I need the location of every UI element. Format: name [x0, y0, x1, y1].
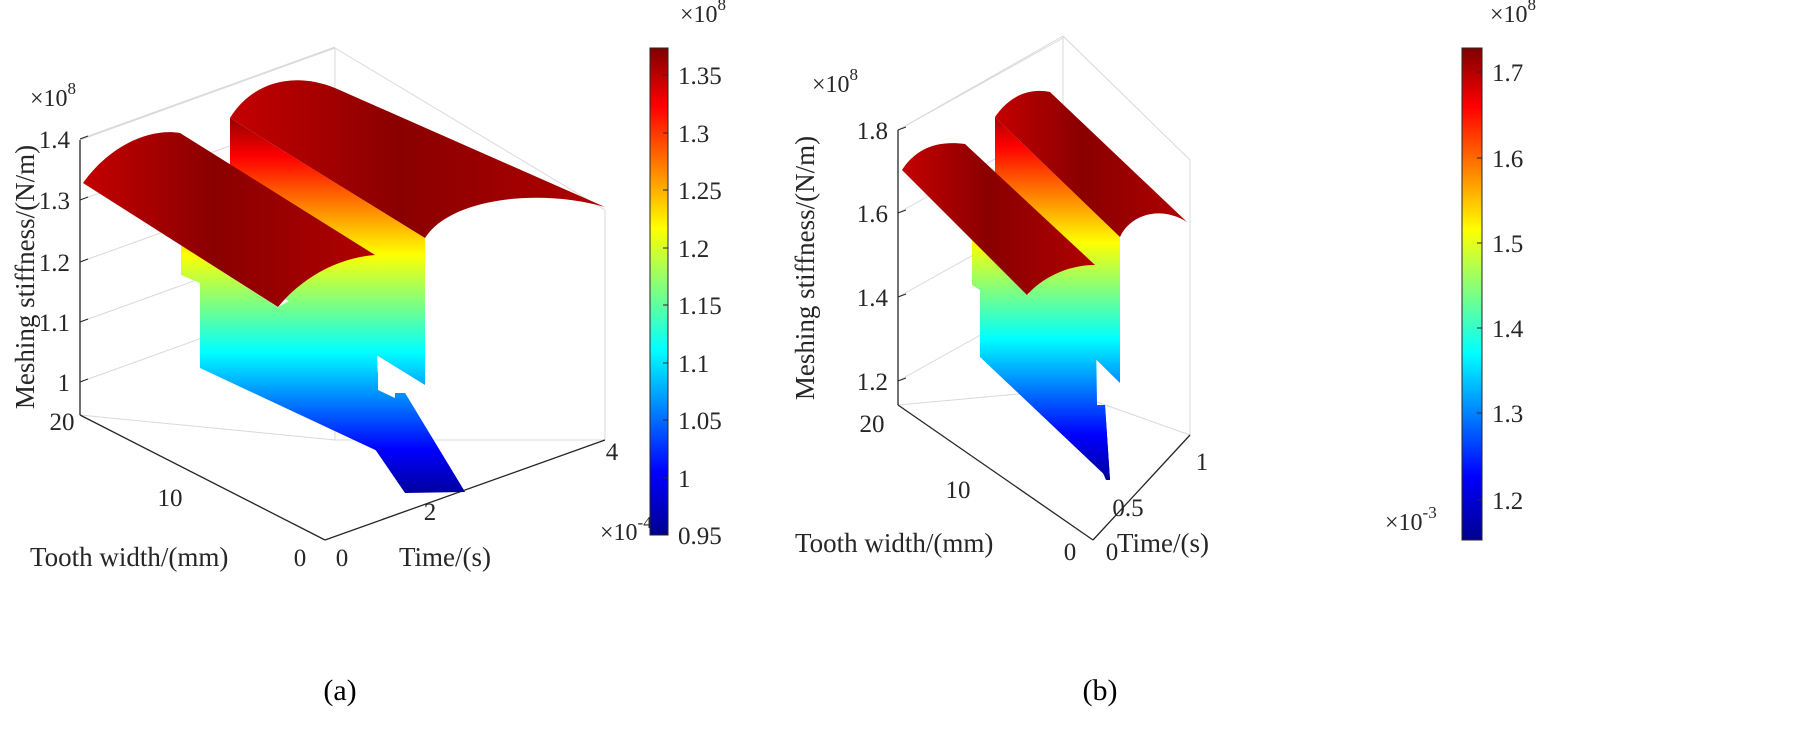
- colorbar-exponent-base: ×10: [680, 2, 718, 28]
- time-axis: [324, 439, 606, 541]
- time-exponent-power: -4: [638, 513, 653, 532]
- z-tick-mark: [897, 126, 907, 131]
- tooth2-top-surface: [995, 90, 1187, 238]
- z-exponent-power: 8: [68, 79, 77, 98]
- colorbar-tick-label: 1.05: [678, 408, 722, 435]
- subfigure-caption: (a): [323, 674, 356, 707]
- time-exponent-base: ×10: [600, 520, 638, 546]
- z-tick-label: 1.3: [39, 188, 70, 215]
- z-tick-label: 1.8: [857, 118, 888, 145]
- z-tick-mark: [79, 378, 89, 383]
- tooth1-end-face: [278, 255, 465, 493]
- colorbar-tick-label: 1.2: [678, 236, 709, 263]
- colorbar-tick-label: 1.5: [1492, 231, 1523, 258]
- colorbar-exponent: ×108: [680, 0, 726, 28]
- z-tick-label: 1: [58, 370, 71, 397]
- tooth1-top-surface: [902, 143, 1095, 295]
- z-axis-label: Meshing stiffness/(N/m): [790, 136, 820, 400]
- grid-line: [79, 414, 336, 441]
- grid-line: [1062, 35, 1191, 161]
- tooth1-end-face: [1027, 265, 1110, 480]
- z-tick-mark: [79, 196, 89, 201]
- time-tick-label: 1: [1196, 449, 1209, 476]
- time-axis-label: Time/(s): [1117, 528, 1209, 558]
- z-tick-mark: [897, 377, 907, 382]
- time-tick-label: 0: [336, 545, 349, 572]
- time-tick-label: 0.5: [1112, 495, 1143, 522]
- time-exponent-power: -3: [1423, 503, 1437, 522]
- z-axis-label: Meshing stiffness/(N/m): [10, 145, 40, 409]
- z-tick-mark: [79, 318, 89, 323]
- z-tick-label: 1.4: [857, 285, 889, 312]
- z-exponent: ×108: [30, 79, 76, 112]
- tooth-width-tick-label: 0: [1064, 539, 1077, 566]
- colorbar-exponent-base: ×10: [1490, 2, 1528, 28]
- time-tick-label: 2: [424, 499, 437, 526]
- z-tick-label: 1.1: [39, 310, 70, 337]
- time-tick-label: 0: [1106, 539, 1119, 566]
- z-tick-mark: [897, 209, 907, 214]
- colorbar-tick-label: 1.2: [1492, 488, 1523, 515]
- z-exponent-base: ×10: [812, 72, 850, 98]
- tooth-width-tick-label: 10: [158, 485, 183, 512]
- time-exponent: ×10-4: [600, 513, 652, 546]
- z-tick-label: 1.4: [39, 127, 71, 154]
- tooth-width-axis: [897, 404, 1094, 541]
- colorbar-tick-label: 0.95: [678, 523, 722, 550]
- grid-line: [334, 47, 606, 211]
- colorbar: [1461, 47, 1483, 541]
- z-tick-mark: [897, 293, 907, 298]
- z-tick-mark: [79, 135, 89, 140]
- tooth-width-axis-label: Tooth width/(mm): [30, 542, 228, 572]
- time-axis-label: Time/(s): [399, 542, 491, 572]
- z-grid-line: [897, 37, 1064, 131]
- colorbar-tick-label: 1.35: [678, 63, 722, 90]
- colorbar-exponent-power: 8: [1528, 0, 1537, 14]
- tooth-width-tick-label: 20: [860, 411, 885, 438]
- colorbar-tick-label: 1.15: [678, 293, 722, 320]
- colorbar-tick-label: 1: [678, 466, 691, 493]
- colorbar-tick-label: 1.3: [678, 121, 709, 148]
- colorbar-tick-label: 1.3: [1492, 401, 1523, 428]
- colorbar-tick-label: 1.1: [678, 351, 709, 378]
- z-tick-mark: [79, 258, 89, 263]
- colorbar-tick-label: 1.4: [1492, 316, 1524, 343]
- time-exponent: ×10-3: [1385, 503, 1437, 536]
- z-tick-label: 1.6: [857, 201, 888, 228]
- colorbar-tick-label: 1.7: [1492, 60, 1523, 87]
- z-exponent: ×108: [812, 65, 858, 98]
- colorbar-exponent: ×108: [1490, 0, 1536, 28]
- z-exponent-base: ×10: [30, 86, 68, 112]
- z-exponent-power: 8: [850, 65, 859, 84]
- tooth-width-tick-label: 0: [294, 545, 307, 572]
- colorbar-tick-label: 1.25: [678, 178, 722, 205]
- colorbar-exponent-power: 8: [718, 0, 727, 14]
- z-tick-label: 1.2: [39, 250, 70, 277]
- grid-line: [79, 47, 336, 141]
- tooth-width-tick-label: 10: [946, 477, 971, 504]
- tooth-width-tick-label: 20: [50, 409, 75, 436]
- z-tick-label: 1.2: [857, 369, 888, 396]
- tooth2-top-surface: [230, 80, 605, 238]
- tooth-width-axis: [79, 414, 326, 541]
- time-axis: [1092, 434, 1191, 541]
- z-grid-line: [79, 46, 336, 140]
- tooth1-top-surface: [83, 132, 375, 307]
- subfigure-caption: (b): [1083, 674, 1118, 707]
- time-tick-label: 4: [606, 439, 619, 466]
- single-tooth-face: [972, 240, 1110, 480]
- tooth-width-axis-label: Tooth width/(mm): [795, 528, 993, 558]
- time-exponent-base: ×10: [1385, 510, 1423, 536]
- colorbar-tick-label: 1.6: [1492, 146, 1523, 173]
- colorbar: [649, 47, 669, 536]
